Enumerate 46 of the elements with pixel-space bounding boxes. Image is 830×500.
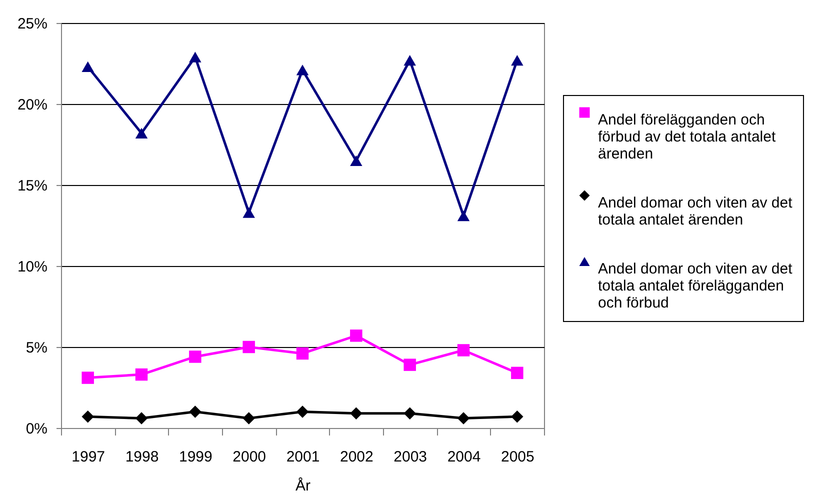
y-tick-label: 0% (26, 420, 48, 438)
point (350, 155, 362, 166)
point (135, 128, 148, 138)
legend-label: Andel domar och viten av det totala antalet förelägganden och förbud (598, 260, 794, 312)
x-tick-label: 2004 (447, 448, 481, 466)
point (135, 412, 148, 424)
point (404, 407, 416, 420)
y-tick-label: 20% (17, 96, 48, 114)
point (242, 207, 255, 218)
point (511, 54, 524, 66)
point (189, 406, 202, 418)
point (511, 366, 524, 380)
point (82, 410, 94, 423)
point (296, 406, 309, 418)
x-tick-label: 2002 (340, 448, 374, 466)
point (242, 340, 255, 354)
x-tick-label: 1998 (125, 448, 159, 466)
point (82, 61, 94, 72)
point (242, 412, 255, 424)
point (350, 330, 362, 342)
x-axis-title: År (296, 476, 311, 494)
legend-label: Andel domar och viten av det totala antalet ärenden (598, 194, 794, 228)
point (457, 412, 470, 424)
y-tick-label: 15% (17, 178, 48, 194)
x-tick-label: 2001 (286, 448, 320, 466)
y-tick-label: 10% (17, 258, 48, 276)
x-tick-label: 2005 (500, 448, 534, 466)
point (296, 347, 309, 360)
point (457, 210, 470, 222)
point (296, 64, 309, 76)
x-tick-label: 1999 (178, 448, 212, 466)
point (511, 410, 524, 423)
x-tick-label: 1997 (72, 448, 106, 466)
point (404, 358, 416, 371)
point (189, 350, 202, 363)
point (82, 372, 94, 384)
point (350, 407, 362, 420)
point (404, 54, 416, 66)
x-tick-label: 2000 (232, 448, 266, 466)
point (135, 368, 148, 381)
point (457, 344, 470, 356)
point (189, 52, 202, 62)
x-tick-label: 2003 (394, 448, 428, 466)
y-tick-label: 25% (17, 16, 48, 32)
y-tick-label: 5% (26, 340, 48, 356)
legend-label: Andel förelägganden och förbud av det totala antalet ärenden (598, 112, 776, 162)
